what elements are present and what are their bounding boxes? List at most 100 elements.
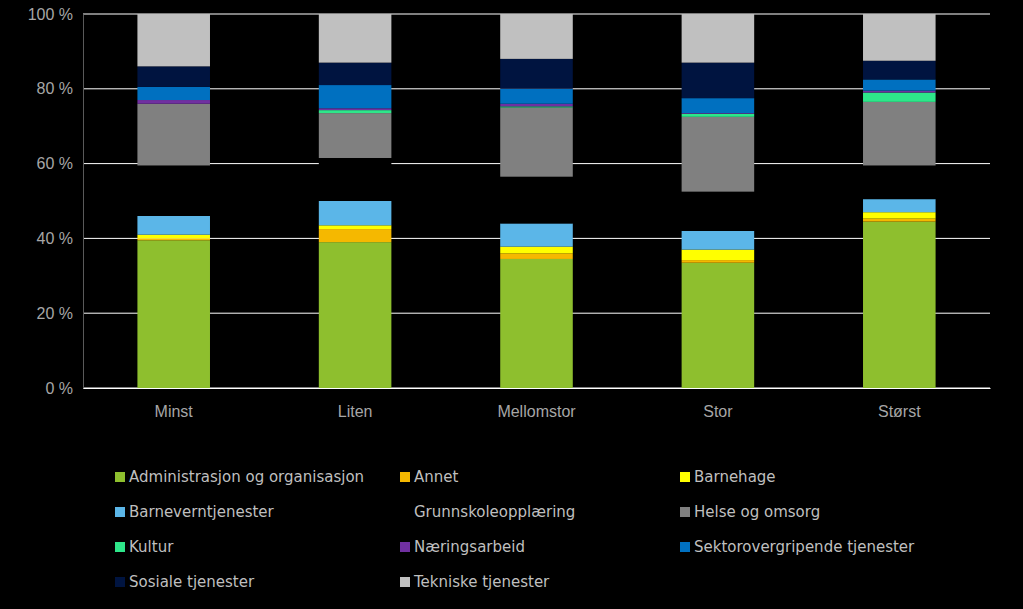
tick: Liten [338,388,373,420]
bar-segment [863,222,936,388]
bar-segment [682,192,755,231]
bar-segment [682,14,755,63]
bar-segment [863,79,936,90]
legend-label: Administrasjon og organisasjon [129,468,364,486]
legend-label: Helse og omsorg [694,503,820,521]
legend-label: Barneverntjenester [129,503,275,521]
tick-label: 20 % [37,305,73,322]
legend-swatch [400,542,410,552]
tick-label: Minst [155,403,194,420]
legend-swatch [115,542,125,552]
bar-segment [682,63,755,99]
legend-item: Grunnskoleopplæring [400,503,575,521]
legend-swatch [115,577,125,587]
legend-item: Næringsarbeid [400,538,525,556]
bar-segment [137,104,210,166]
bar-segment [137,240,210,388]
bar-segment [137,66,210,87]
bar-segment [137,235,210,239]
tick-label: 40 % [37,230,73,247]
tick-label: 60 % [37,155,73,172]
grid [83,14,990,388]
tick-label: 0 % [45,380,73,397]
bar-segment [500,89,573,104]
bar-segment [137,216,210,235]
bar-segment [319,85,392,108]
legend-item: Tekniske tjenester [400,573,550,591]
bar-segment [319,242,392,388]
legend-item: Barneverntjenester [115,503,275,521]
series [319,93,936,117]
bar-segment [137,14,210,66]
legend-label: Sektorovergripende tjenester [694,538,915,556]
bar-segment [863,93,936,102]
legend-item: Sektorovergripende tjenester [680,538,915,556]
bar-segment [863,199,936,212]
bar-segment [682,114,755,117]
legend-item: Sosiale tjenester [115,573,255,591]
bar-segment [500,223,573,246]
chart: 0 % 20 % 40 % 60 % 80 % 100 % Minst Liten Mellom… [0,0,1023,609]
legend-swatch [400,507,410,517]
legend-item: Helse og omsorg [680,503,820,521]
bar-segment [500,106,573,107]
legend-label: Grunnskoleopplæring [414,503,575,521]
tick: Stor [703,388,733,420]
tick-label: 100 % [28,6,73,23]
legend: Administrasjon og organisasjon Annet Barne… [115,468,915,591]
bar-segment [500,177,573,224]
bar-segment [137,165,210,215]
bar-segment [863,61,936,80]
axis-line [83,15,84,389]
legend-label: Næringsarbeid [414,538,525,556]
bar-segment [500,104,573,107]
bar-segment [137,100,210,104]
legend-swatch [115,472,125,482]
legend-swatch [680,542,690,552]
bar-segment [682,260,755,263]
legend-item: Administrasjon og organisasjon [115,468,364,486]
bar-segment [682,250,755,260]
bar-segment [863,102,936,166]
bar-segment [863,91,936,93]
bar-segment [863,212,936,218]
bar-segment [682,263,755,388]
bar-segment [863,14,936,61]
bar-segment [137,87,210,100]
legend-swatch [115,507,125,517]
bars [137,14,935,388]
tick-label: Liten [338,403,373,420]
bar-segment [319,108,392,110]
bar-segment [319,63,392,85]
legend-swatch [400,472,410,482]
series [137,59,935,98]
bar-segment [500,14,573,59]
bar-segment [137,238,210,240]
bar-segment [319,110,392,113]
tick: Størst [878,388,921,420]
legend-label: Tekniske tjenester [413,573,550,591]
axis-line [84,388,991,389]
bar-segment [319,158,392,201]
bar-segment [319,113,392,158]
tick: 20 % [37,305,83,322]
legend-item: Annet [400,468,459,486]
bar-segment [319,225,392,229]
y-axis: 0 % 20 % 40 % 60 % 80 % 100 % [28,6,84,397]
legend-item: Barnehage [680,468,776,486]
bar-segment [500,247,573,254]
tick: 0 % [45,380,83,397]
tick-label: Mellomstor [497,403,576,420]
tick-label: Størst [878,403,921,420]
tick: 60 % [37,155,83,172]
tick-label: 80 % [37,80,73,97]
legend-swatch [680,472,690,482]
legend-label: Annet [414,468,459,486]
bar-segment [863,165,936,199]
bar-segment [500,259,573,388]
plot: 0 % 20 % 40 % 60 % 80 % 100 % Minst Liten Mellom… [28,6,991,421]
legend-label: Kultur [129,538,174,556]
bar-segment [319,14,392,63]
tick: 40 % [37,230,83,247]
series [137,14,935,66]
